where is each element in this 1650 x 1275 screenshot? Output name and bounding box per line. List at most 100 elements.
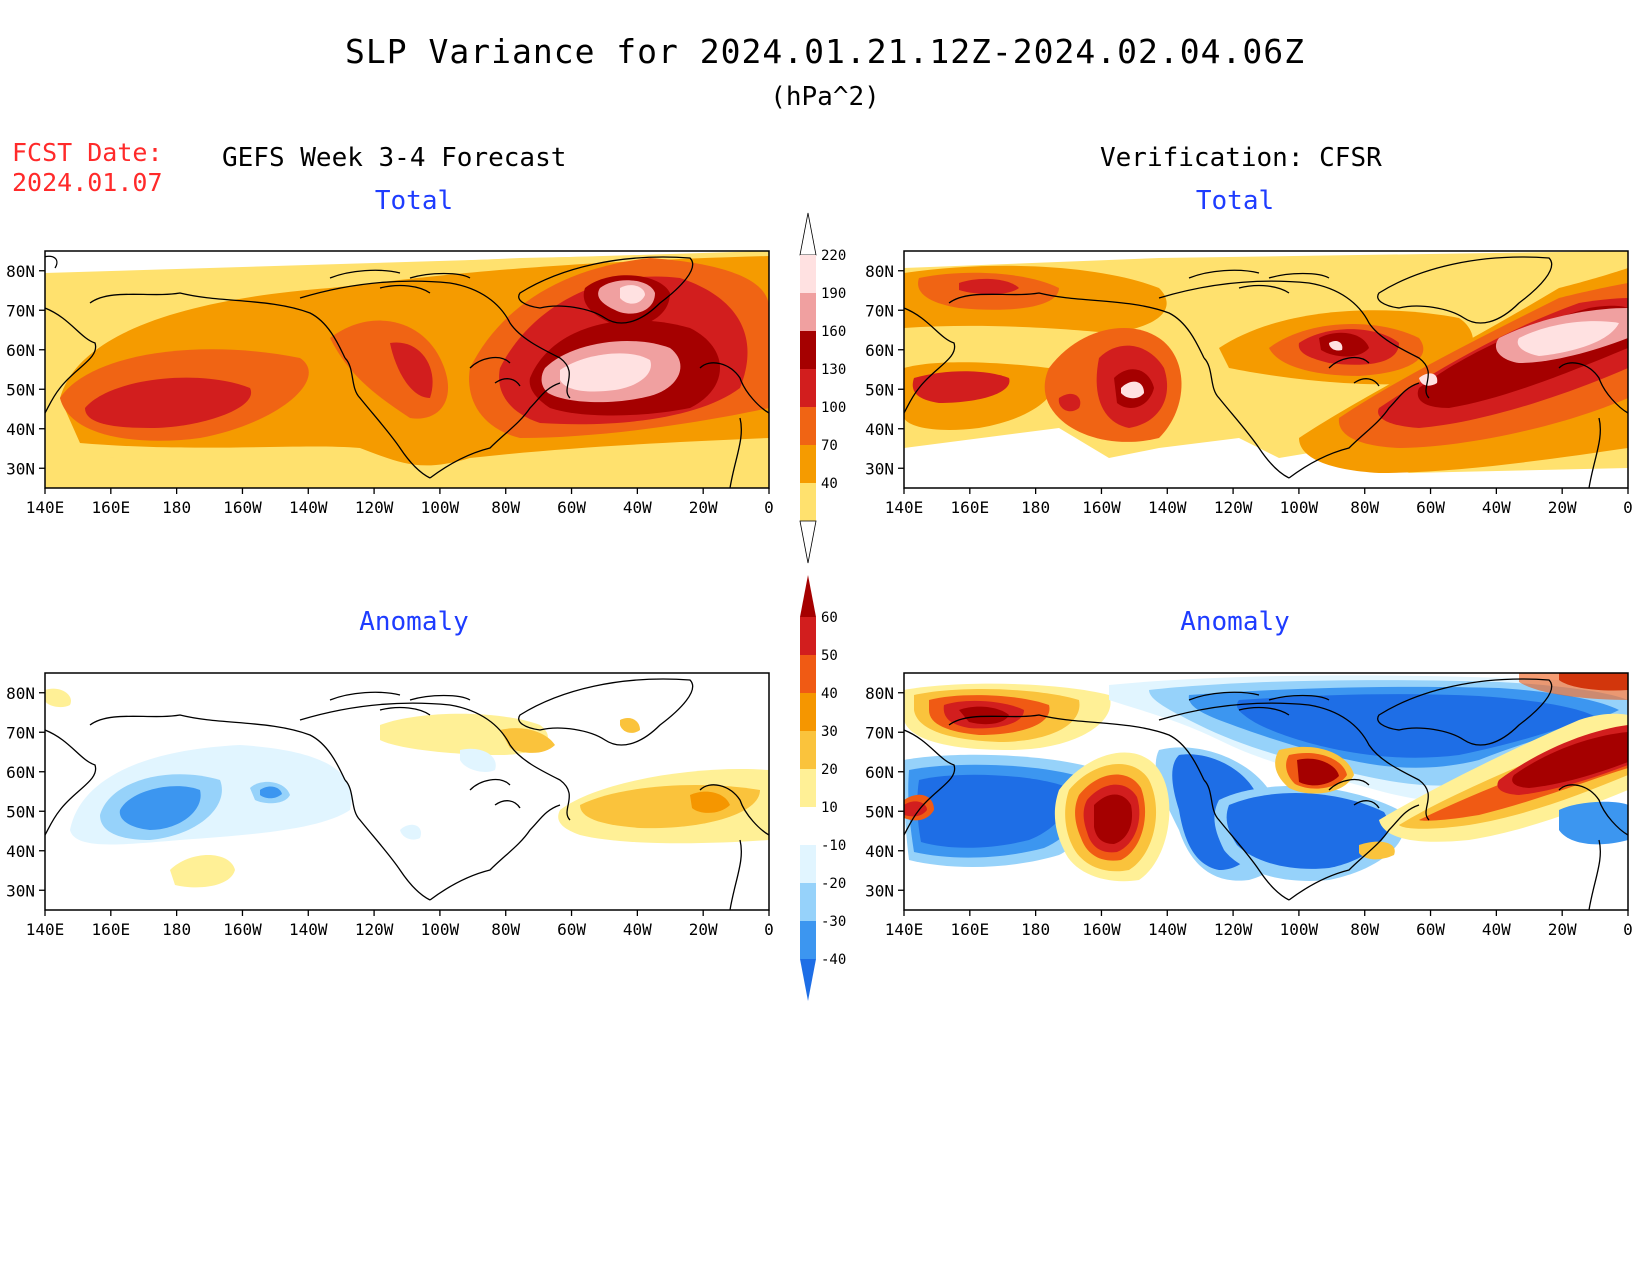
- colorbar-segment: [800, 445, 816, 483]
- colorbar-level-label: 60: [821, 610, 838, 626]
- lon-tick-label: 40W: [623, 920, 652, 939]
- right-column-heading: Verification: CFSR: [1100, 143, 1382, 173]
- lon-tick-label: 180: [162, 920, 191, 939]
- map-frame: [903, 672, 1629, 911]
- map-panel-cfsr-anomaly: 80N 70N 60N 50N 40N 30N 140E 160E 180 160W 140W 120…: [865, 672, 1633, 939]
- panel-title-cfsr-anomaly: Anomaly: [1180, 607, 1290, 637]
- forecast-date-caption: FCST Date:: [12, 138, 163, 167]
- lon-tick-label: 140W: [1148, 920, 1187, 939]
- lat-tick-label: 60N: [865, 763, 894, 782]
- lat-tick-label: 40N: [865, 842, 894, 861]
- map-panel-gefs-total: 80N 70N 60N 50N 40N 30N 140E 160E 180 160W 140W 120…: [6, 250, 774, 517]
- lon-tick-label: 80W: [1350, 498, 1379, 517]
- lat-tick-label: 50N: [865, 802, 894, 821]
- axis-ticks: 80N 70N 60N 50N 40N 30N 140E 160E 180 160W 140W 120…: [865, 684, 1633, 939]
- lon-tick-label: 60W: [557, 498, 586, 517]
- colorbar-level-label: 40: [821, 476, 838, 492]
- lon-tick-label: 80W: [1350, 920, 1379, 939]
- panel-title-gefs-total: Total: [374, 186, 454, 216]
- lon-tick-label: 180: [1021, 920, 1050, 939]
- lon-tick-label: 0: [764, 498, 774, 517]
- colorbar-segment: [800, 617, 816, 655]
- lat-tick-label: 80N: [865, 262, 894, 281]
- left-column-heading: GEFS Week 3-4 Forecast: [222, 143, 567, 173]
- colorbar-top-triangle: [799, 212, 817, 256]
- lon-tick-label: 160W: [223, 920, 262, 939]
- lon-tick-label: 20W: [689, 498, 718, 517]
- coastlines: [45, 255, 769, 488]
- colorbar-level-label: 30: [821, 724, 838, 740]
- colorbar-level-label: 160: [821, 324, 846, 340]
- total-variance-shading: [904, 251, 1628, 488]
- lat-tick-label: 40N: [6, 842, 35, 861]
- colorbar-segment: [800, 255, 816, 293]
- map-frame: [44, 672, 770, 911]
- lon-tick-label: 80W: [491, 498, 520, 517]
- coastlines: [904, 256, 1628, 488]
- colorbar-bottom-triangle: [800, 959, 816, 1001]
- lat-tick-label: 30N: [865, 881, 894, 900]
- lon-tick-label: 140W: [289, 920, 328, 939]
- total-variance-shading: [45, 251, 769, 488]
- lon-tick-label: 160E: [92, 920, 131, 939]
- colorbar-bottom-triangle: [799, 520, 817, 564]
- axis-ticks: 80N 70N 60N 50N 40N 30N 140E 160E 180 160W 140W 120…: [6, 262, 774, 517]
- coastlines: [904, 678, 1628, 910]
- lon-tick-label: 120W: [1214, 920, 1253, 939]
- lat-tick-label: 70N: [6, 301, 35, 320]
- lon-tick-label: 140E: [26, 920, 65, 939]
- lon-tick-label: 160E: [951, 498, 990, 517]
- lon-tick-label: 140E: [885, 920, 924, 939]
- lon-tick-label: 160W: [223, 498, 262, 517]
- colorbar-level-label: 130: [821, 362, 846, 378]
- colorbar-level-label: 50: [821, 648, 838, 664]
- colorbar-segment: [800, 883, 816, 921]
- lon-tick-label: 40W: [1482, 498, 1511, 517]
- colorbar-total: 220 190 160 130 100 70 40: [799, 212, 846, 564]
- axis-ticks: 80N 70N 60N 50N 40N 30N 140E 160E 180 160W 140W 120…: [865, 262, 1633, 517]
- lon-tick-label: 140W: [289, 498, 328, 517]
- colorbar-segment: [800, 293, 816, 331]
- lon-tick-label: 160E: [92, 498, 131, 517]
- units-label: (hPa^2): [770, 82, 880, 112]
- colorbar-segment: [800, 693, 816, 731]
- colorbar-level-label: 70: [821, 438, 838, 454]
- lon-tick-label: 180: [162, 498, 191, 517]
- lon-tick-label: 40W: [623, 498, 652, 517]
- lon-tick-label: 160W: [1082, 498, 1121, 517]
- lon-tick-label: 20W: [689, 920, 718, 939]
- lat-tick-label: 60N: [6, 341, 35, 360]
- lat-tick-label: 80N: [6, 684, 35, 703]
- colorbar-segment: [800, 769, 816, 807]
- lat-tick-label: 40N: [6, 420, 35, 439]
- colorbar-level-label: 20: [821, 762, 838, 778]
- lat-tick-label: 30N: [6, 459, 35, 478]
- colorbar-level-label: 220: [821, 248, 846, 264]
- lon-tick-label: 60W: [1416, 920, 1445, 939]
- lat-tick-label: 70N: [6, 723, 35, 742]
- lon-tick-label: 20W: [1548, 920, 1577, 939]
- anomaly-shading: [45, 673, 769, 910]
- map-panel-cfsr-total: 80N 70N 60N 50N 40N 30N 140E 160E 180 160W 140W 120…: [865, 250, 1633, 517]
- main-title: SLP Variance for 2024.01.21.12Z-2024.02.…: [345, 32, 1305, 71]
- lon-tick-label: 120W: [1214, 498, 1253, 517]
- colorbar-level-label: 40: [821, 686, 838, 702]
- colorbar-segment: [800, 655, 816, 693]
- panel-title-gefs-anomaly: Anomaly: [359, 607, 469, 637]
- lon-tick-label: 160W: [1082, 920, 1121, 939]
- lon-tick-label: 60W: [557, 920, 586, 939]
- lat-tick-label: 60N: [6, 763, 35, 782]
- lat-tick-label: 60N: [865, 341, 894, 360]
- lat-tick-label: 80N: [6, 262, 35, 281]
- lon-tick-label: 140W: [1148, 498, 1187, 517]
- lat-tick-label: 50N: [865, 380, 894, 399]
- axis-ticks: 80N 70N 60N 50N 40N 30N 140E 160E 180 160W 140W 120…: [6, 684, 774, 939]
- lon-tick-label: 40W: [1482, 920, 1511, 939]
- colorbar-anomaly: 60 50 40 30 20 10 -10 -20 -30 -40: [800, 575, 846, 1001]
- lon-tick-label: 100W: [421, 498, 460, 517]
- lon-tick-label: 100W: [1280, 498, 1319, 517]
- lat-tick-label: 70N: [865, 723, 894, 742]
- colorbar-segment: [800, 483, 816, 521]
- lon-tick-label: 180: [1021, 498, 1050, 517]
- lat-tick-label: 30N: [6, 881, 35, 900]
